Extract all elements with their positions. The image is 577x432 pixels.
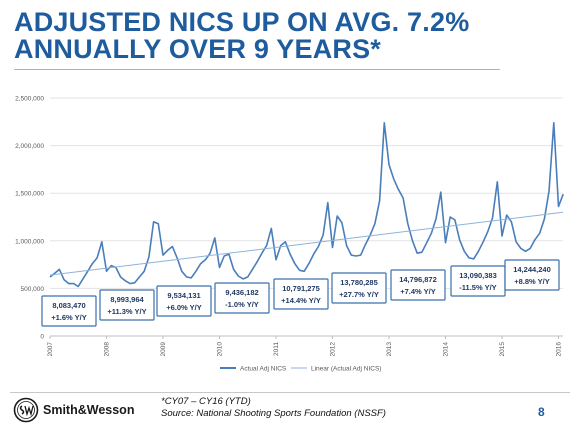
sw-monogram-icon <box>13 397 39 423</box>
x-tick-label: 2012 <box>329 342 336 357</box>
callout-box <box>99 289 155 321</box>
callout-change: +8.8% Y/Y <box>514 277 550 286</box>
x-tick-label: 2008 <box>103 342 110 357</box>
x-tick-label: 2015 <box>499 342 506 357</box>
callout-box <box>273 278 329 310</box>
x-tick-label: 2016 <box>555 342 562 357</box>
page-number: 8 <box>538 405 545 419</box>
callout-change: +14.4% Y/Y <box>281 296 321 305</box>
callout-box <box>504 259 560 291</box>
callout-total: 10,791,275 <box>282 284 320 293</box>
x-tick-label: 2009 <box>160 342 167 357</box>
annual-callout: 14,244,240 +8.8% Y/Y <box>504 259 560 291</box>
y-tick-label: 0 <box>40 334 44 341</box>
y-tick-label: 2,500,000 <box>15 96 44 103</box>
footnote-period: *CY07 – CY16 (YTD) <box>161 396 251 407</box>
slide-footnote: *CY07 – CY16 (YTD) Source: National Shoo… <box>161 396 386 420</box>
smith-wesson-logo: Smith&Wesson <box>13 397 134 423</box>
chart-legend: Actual Adj NICS Linear (Actual Adj NICS) <box>220 366 381 373</box>
callout-box <box>214 282 270 314</box>
x-tick-label: 2007 <box>47 342 54 357</box>
callout-box <box>41 295 97 327</box>
y-axis-ticks: 0 500,000 1,000,000 1,500,000 2,000,000 2,500… <box>15 96 44 341</box>
callout-total: 9,534,131 <box>167 291 200 300</box>
annual-callouts: 8,083,470 +1.6% Y/Y 8,993,964 +11.3% Y/Y 9,5… <box>41 259 560 327</box>
series-linear-trend <box>49 211 564 276</box>
x-axis-ticks: 2007 2008 2009 2010 2011 2012 2013 2014 2015 2016 <box>47 336 562 356</box>
annual-callout: 13,780,285 +27.7% Y/Y <box>331 272 387 304</box>
callout-total: 8,083,470 <box>52 301 85 310</box>
slide-title: ADJUSTED NICS UP ON AVG. 7.2% ANNUALLY O… <box>14 9 469 63</box>
logo-wordmark: Smith&Wesson <box>43 403 135 417</box>
callout-total: 13,090,383 <box>459 271 497 280</box>
chart-gridlines <box>50 97 563 337</box>
nics-line-chart: 0 500,000 1,000,000 1,500,000 2,000,000 2,500… <box>15 96 564 373</box>
legend-label-actual: Actual Adj NICS <box>240 366 287 373</box>
callout-change: -11.5% Y/Y <box>459 283 496 292</box>
title-underline <box>14 69 500 70</box>
callout-total: 9,436,182 <box>225 288 258 297</box>
callout-total: 13,780,285 <box>340 278 378 287</box>
title-line-1: ADJUSTED NICS UP ON AVG. 7.2% <box>14 7 470 37</box>
series-actual-adj-nics <box>49 121 564 288</box>
callout-change: +6.0% Y/Y <box>166 303 202 312</box>
callout-total: 8,993,964 <box>110 295 144 304</box>
x-tick-label: 2013 <box>386 342 393 357</box>
title-line-2: ANNUALLY OVER 9 YEARS* <box>14 34 382 64</box>
annual-callout: 8,083,470 +1.6% Y/Y <box>41 295 97 327</box>
footer-divider <box>10 392 570 393</box>
annual-callout: 14,796,872 +7.4% Y/Y <box>390 269 446 301</box>
callout-change: +7.4% Y/Y <box>400 287 436 296</box>
y-tick-label: 1,500,000 <box>15 191 44 198</box>
callout-box <box>331 272 387 304</box>
callout-change: +11.3% Y/Y <box>107 307 146 316</box>
annual-callout: 10,791,275 +14.4% Y/Y <box>273 278 329 310</box>
annual-callout: 9,436,182 -1.0% Y/Y <box>214 282 270 314</box>
y-tick-label: 500,000 <box>21 286 45 293</box>
x-tick-label: 2011 <box>273 342 280 356</box>
x-tick-label: 2014 <box>442 342 449 357</box>
callout-change: +27.7% Y/Y <box>339 290 379 299</box>
chart-series <box>49 121 564 288</box>
callout-box <box>156 285 212 317</box>
y-tick-label: 1,000,000 <box>15 238 44 245</box>
footnote-source: Source: National Shooting Sports Foundat… <box>161 408 386 419</box>
y-tick-label: 2,000,000 <box>15 143 44 150</box>
callout-total: 14,796,872 <box>399 275 437 284</box>
callout-total: 14,244,240 <box>513 265 551 274</box>
callout-box <box>390 269 446 301</box>
legend-label-linear: Linear (Actual Adj NICS) <box>311 366 381 373</box>
annual-callout: 9,534,131 +6.0% Y/Y <box>156 285 212 317</box>
callout-change: +1.6% Y/Y <box>51 313 87 322</box>
x-tick-label: 2010 <box>216 342 223 357</box>
callout-change: -1.0% Y/Y <box>225 300 259 309</box>
annual-callout: 13,090,383 -11.5% Y/Y <box>450 265 506 297</box>
annual-callout: 8,993,964 +11.3% Y/Y <box>99 289 155 321</box>
